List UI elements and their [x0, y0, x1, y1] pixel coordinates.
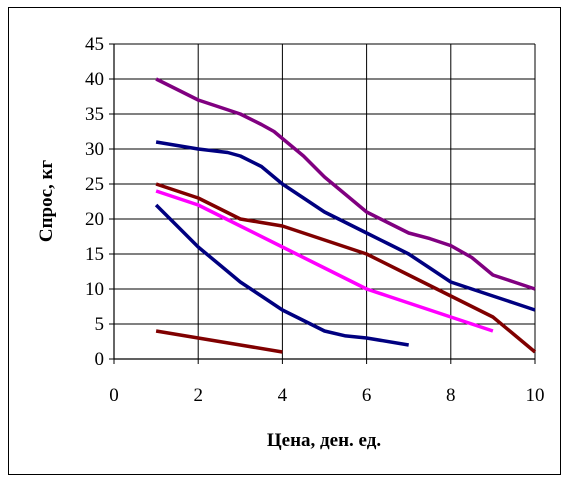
y-tick-label: 25	[85, 174, 104, 195]
y-tick-label: 0	[95, 349, 105, 370]
y-tick-label: 30	[85, 139, 104, 160]
y-tick-label: 10	[85, 279, 104, 300]
series-line-2	[155, 140, 536, 312]
series-line-3	[155, 182, 537, 354]
axes	[109, 43, 536, 364]
y-tick-label: 20	[85, 209, 104, 230]
y-tick-label: 45	[85, 34, 104, 55]
y-tick-label: 15	[85, 244, 104, 265]
x-tick-label: 2	[193, 385, 203, 406]
x-tick-label: 0	[109, 385, 119, 406]
y-tick-labels: 0 5 10 15 20 25 30 35 40 45	[85, 34, 104, 370]
x-tick-label: 6	[362, 385, 372, 406]
x-axis-title: Цена, ден. ед.	[267, 430, 381, 451]
series-line-1	[155, 77, 536, 291]
y-tick-label: 5	[95, 314, 105, 335]
series-line-5	[154, 203, 409, 347]
x-tick-label: 8	[446, 385, 456, 406]
x-tick-labels: 0 2 4 6 8 10	[109, 385, 544, 406]
y-tick-label: 40	[85, 69, 104, 90]
x-tick-label: 4	[278, 385, 288, 406]
series-line-4	[155, 189, 494, 333]
x-tick-label: 10	[526, 385, 545, 406]
y-axis-title: Спрос, кг	[36, 160, 57, 243]
y-tick-label: 35	[85, 104, 104, 125]
series-lines	[154, 77, 537, 354]
series-line-6	[155, 329, 283, 354]
